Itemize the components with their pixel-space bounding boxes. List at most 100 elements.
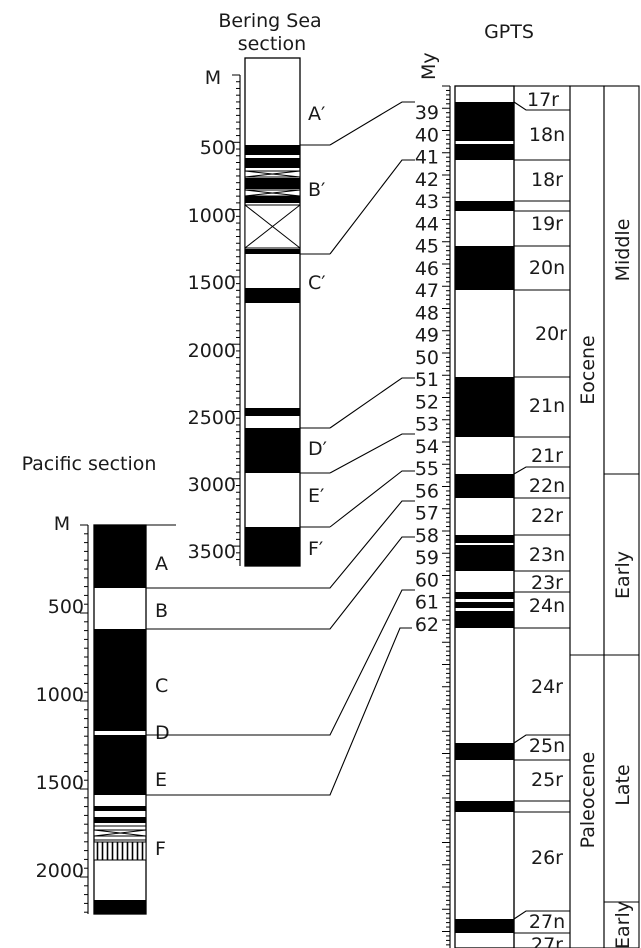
pacific-section: A B C D E F 500 1000 1500 2000 (36, 524, 176, 915)
tie-line-a-prime (329, 101, 415, 146)
pacific-depth-label: 1500 (36, 772, 84, 794)
gpts-normal-band (455, 602, 514, 608)
gpts-age-label: 50 (415, 347, 439, 369)
gpts-age-label: 60 (415, 569, 439, 591)
gpts-chron-label: 17r (527, 89, 559, 111)
pacific-depth-label: 2000 (36, 860, 84, 882)
bering-interval-c: C′ (308, 272, 326, 294)
tie-line-c-prime (329, 377, 415, 429)
bering-depth-unit: M (205, 67, 221, 89)
gpts-age-label: 51 (415, 369, 439, 391)
gpts-chron-label: 22r (531, 505, 563, 527)
subepoch-middle: Middle (612, 219, 634, 282)
bering-normal-band (245, 428, 300, 473)
bering-depth-label: 500 (200, 137, 236, 159)
pacific-interval-a: A (155, 553, 168, 575)
gpts-chron-label: 18n (529, 124, 565, 146)
gpts-age-label: 54 (415, 436, 439, 458)
gpts-age-unit: My (418, 52, 440, 80)
gpts-age-label: 59 (415, 547, 439, 569)
gpts-chron-label: 22n (529, 475, 565, 497)
gpts-age-label: 39 (415, 102, 439, 124)
bering-gap-cross (244, 189, 301, 197)
epoch-eocene: Eocene (577, 335, 599, 405)
gpts-chron-label: 26r (531, 847, 563, 869)
tie-line-pacific-b (146, 536, 415, 630)
tie-line-b-prime (329, 159, 415, 255)
pacific-normal-band (94, 735, 146, 795)
gpts-age-scale (442, 85, 451, 948)
pacific-normal-band (94, 900, 146, 914)
pacific-interval-b: B (155, 600, 168, 622)
gpts-subepoch-column (603, 85, 640, 948)
gpts-age-labels: 3940414243444546474849505152535455565758… (415, 102, 439, 636)
gpts-chron-label: 21r (531, 445, 563, 467)
gpts-normal-band (455, 743, 514, 760)
bering-normal-band (245, 158, 300, 168)
gpts-chron-label: 25r (531, 769, 563, 791)
gpts-polarity-column (454, 85, 515, 948)
gpts-chron-label: 27n (529, 911, 565, 933)
pacific-interval-d: D (155, 722, 170, 744)
gpts-age-label: 43 (415, 191, 439, 213)
pacific-gap-cross (93, 829, 147, 837)
gpts-age-label: 40 (415, 124, 439, 146)
gpts-chron-label: 27r (531, 934, 563, 948)
bering-column (244, 57, 301, 567)
bering-normal-band (245, 408, 300, 416)
gpts-age-label: 48 (415, 302, 439, 324)
gpts-chron-label: 18r (531, 169, 563, 191)
gpts-age-label: 49 (415, 325, 439, 347)
gpts-normal-band (455, 535, 514, 543)
pacific-interval-f: F (155, 838, 166, 860)
bering-normal-band (245, 178, 300, 189)
pacific-normal-band (94, 525, 146, 588)
gpts-age-label: 44 (415, 213, 439, 235)
bering-gap-cross (244, 170, 301, 178)
subepoch-early-paleocene: Early (612, 901, 634, 948)
tie-line-pacific-a (146, 500, 415, 589)
gpts-age-label: 45 (415, 236, 439, 258)
gpts-normal-band (455, 919, 514, 933)
gpts-age-label: 42 (415, 169, 439, 191)
gpts-age-label: 57 (415, 503, 439, 525)
gpts-chron-label: 20r (535, 323, 567, 345)
gpts-chron-label: 25n (529, 735, 565, 757)
pacific-depth-scale (80, 524, 89, 914)
pacific-normal-band (94, 806, 146, 811)
pacific-normal-band (94, 629, 146, 731)
gpts-age-label: 55 (415, 458, 439, 480)
bering-depth-label: 2500 (188, 407, 236, 429)
gpts-section: 17r 18n 18r 19r 20n 20r 21n 21r 22n 22r … (442, 85, 640, 948)
gpts-chron-label: 20n (529, 257, 565, 279)
gpts-chron-label: 24r (531, 676, 563, 698)
pacific-interval-c: C (155, 675, 168, 697)
pacific-depth-label: 1000 (36, 684, 84, 706)
gpts-age-label: 47 (415, 280, 439, 302)
bering-depth-label: 1500 (188, 272, 236, 294)
bering-interval-d: D′ (308, 438, 327, 460)
tie-line-pacific-c (146, 589, 415, 736)
epoch-paleocene: Paleocene (577, 752, 599, 849)
gpts-normal-band (455, 102, 514, 141)
bering-normal-band (245, 145, 300, 155)
correlation-lines (146, 101, 415, 796)
gpts-chron-label: 21n (529, 395, 565, 417)
gpts-normal-band (455, 377, 514, 437)
bering-depth-label: 3000 (188, 474, 236, 496)
bering-depth-label: 2000 (188, 340, 236, 362)
tie-line-pacific-d (146, 627, 412, 796)
gpts-normal-band (455, 592, 514, 599)
gpts-normal-band (455, 801, 514, 812)
bering-interval-b: B′ (308, 179, 325, 201)
gpts-age-label: 52 (415, 391, 439, 413)
gpts-age-label: 58 (415, 525, 439, 547)
gpts-age-label: 62 (415, 614, 439, 636)
gpts-age-label: 41 (415, 147, 439, 169)
pacific-hatched-interval (93, 841, 147, 861)
bering-title-line1: Bering Sea (218, 10, 321, 32)
gpts-age-label: 53 (415, 414, 439, 436)
gpts-normal-band (455, 474, 514, 498)
bering-title-line2: section (238, 33, 306, 55)
